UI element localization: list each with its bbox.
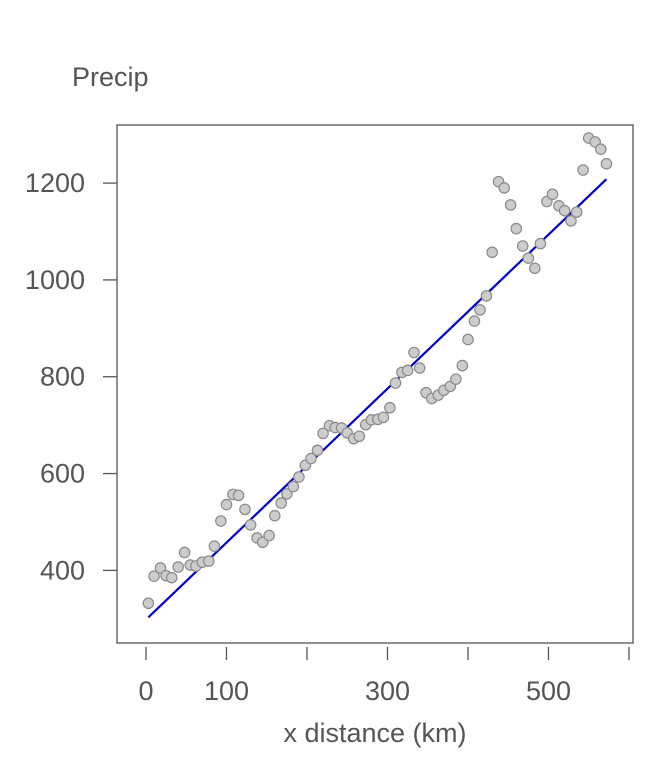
data-point	[317, 427, 329, 440]
data-point	[154, 562, 167, 574]
data-point	[172, 561, 184, 573]
data-point	[456, 359, 469, 372]
data-point	[142, 597, 155, 610]
data-point	[516, 240, 529, 252]
data-point	[577, 164, 589, 176]
data-point	[384, 401, 396, 414]
y-tick-label: 800	[40, 362, 85, 392]
data-point	[281, 488, 293, 500]
data-point	[311, 444, 324, 457]
data-point	[232, 489, 245, 502]
data-point	[534, 237, 547, 250]
data-point	[268, 509, 281, 522]
x-axis-title: x distance (km)	[283, 718, 466, 748]
data-points	[142, 132, 613, 610]
data-point	[275, 497, 288, 509]
data-point	[239, 503, 251, 516]
data-point	[208, 540, 221, 552]
data-point	[546, 188, 559, 201]
data-point	[522, 252, 535, 264]
data-point	[202, 555, 215, 567]
data-point	[305, 452, 317, 465]
y-tick-label: 1000	[25, 265, 85, 295]
y-tick-label: 1200	[25, 168, 85, 198]
data-point	[565, 215, 577, 227]
x-tick-label: 0	[138, 676, 153, 706]
data-point	[215, 515, 227, 527]
data-point	[504, 199, 517, 211]
y-axis-title: Precip	[72, 62, 149, 92]
data-point	[480, 290, 493, 302]
data-point	[401, 364, 414, 377]
y-tick-label: 400	[40, 555, 85, 585]
data-point	[287, 480, 300, 493]
data-point	[450, 373, 462, 385]
data-point	[293, 471, 305, 483]
x-tick-label: 500	[526, 676, 571, 706]
data-point	[408, 346, 420, 359]
data-point	[474, 304, 486, 316]
x-tick-label: 300	[365, 676, 410, 706]
data-point	[486, 246, 498, 259]
data-point	[377, 411, 390, 424]
plot-frame	[116, 124, 634, 644]
data-point	[462, 333, 474, 346]
data-point	[353, 430, 366, 443]
data-point	[510, 222, 523, 235]
data-point	[498, 182, 511, 194]
data-point	[220, 498, 233, 511]
y-tick-label: 600	[40, 459, 85, 489]
data-point	[570, 206, 583, 218]
data-point	[413, 362, 426, 374]
data-point	[468, 315, 481, 327]
y-axis: 400 600 800 1000 1200	[25, 168, 117, 585]
data-point	[148, 570, 160, 582]
fit-line	[147, 178, 608, 619]
data-point	[178, 546, 191, 559]
x-axis: 0 100 300 500	[138, 647, 630, 706]
data-point	[600, 157, 613, 170]
data-point	[558, 204, 571, 217]
data-point	[165, 571, 178, 584]
x-tick-label: 100	[204, 676, 249, 706]
data-point	[528, 262, 541, 275]
data-point	[595, 143, 607, 156]
data-point	[389, 377, 402, 389]
data-point	[244, 519, 257, 531]
data-point	[263, 529, 275, 542]
